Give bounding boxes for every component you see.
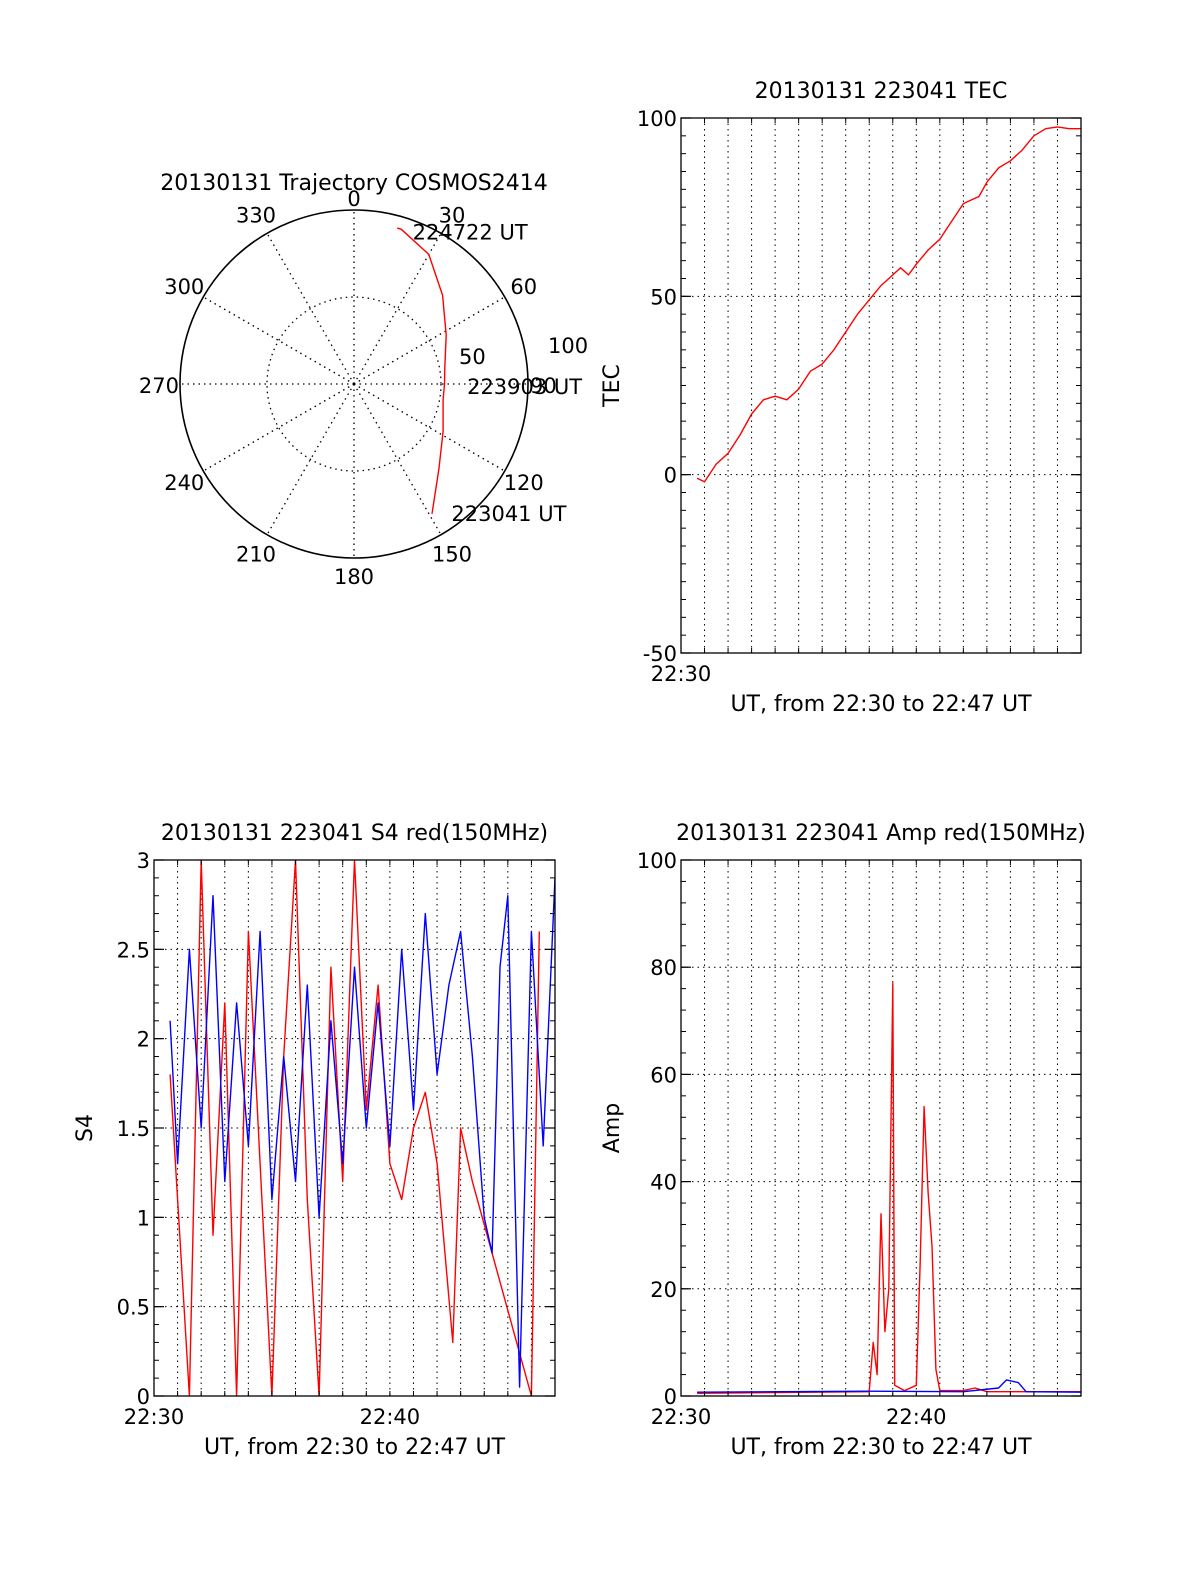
angle-tick-label: 270 [139, 374, 179, 398]
series-line [169, 877, 555, 1388]
y-tick-label: 1 [137, 1206, 150, 1230]
trajectory-time-label: 224722 UT [413, 220, 528, 244]
angle-tick-label: 0 [347, 187, 360, 211]
outer-ring [179, 209, 529, 559]
radial-tick-label: 100 [548, 334, 588, 358]
y-tick-label: -50 [643, 642, 677, 666]
y-tick-label: 60 [650, 1063, 677, 1087]
y-tick-label: 0 [137, 1385, 150, 1409]
angle-tick-label: 180 [334, 565, 374, 589]
x-tick-label: 22:40 [360, 1405, 421, 1429]
x-axis-label: UT, from 22:30 to 22:47 UT [730, 692, 1032, 717]
grid-spoke [266, 383, 355, 536]
series-line [169, 860, 540, 1396]
plot-frame [680, 859, 1082, 1397]
chart-title: 20130131 223041 Amp red(150MHz) [676, 821, 1086, 846]
y-tick-label: 100 [637, 107, 677, 131]
angle-tick-label: 30 [439, 203, 466, 227]
y-axis-label: S4 [73, 1114, 98, 1142]
y-tick-label: 3 [137, 849, 150, 873]
chart-title: 20130131 223041 TEC [755, 79, 1008, 104]
x-tick-label: 22:30 [651, 1405, 712, 1429]
series-line [697, 1379, 1081, 1393]
chart-title: 20130131 Trajectory COSMOS2414 [160, 171, 547, 196]
series-group [169, 860, 555, 1396]
y-tick-label: 0 [664, 464, 677, 488]
x-tick-label: 22:40 [886, 1405, 947, 1429]
y-tick-label: 0 [664, 1385, 677, 1409]
y-tick-label: 2 [137, 1028, 150, 1052]
y-tick-label: 2.5 [117, 938, 150, 962]
series-group [696, 126, 1081, 483]
x-tick-label: 22:30 [651, 662, 712, 686]
angle-tick-label: 210 [236, 543, 276, 567]
y-tick-label: 50 [650, 285, 677, 309]
plot-frame [680, 117, 1082, 654]
trajectory-line [397, 227, 447, 514]
grid-spoke [266, 232, 355, 385]
grid-spoke [202, 296, 355, 385]
y-tick-label: 40 [650, 1171, 677, 1195]
series-group [697, 982, 1081, 1394]
angle-tick-label: 90 [530, 374, 557, 398]
chart-title: 20130131 223041 S4 red(150MHz) [161, 821, 548, 846]
s4-chart: 0 0.5 1 1.5 2 2.5 3 22:30 22:40 20130131 223041 S… [73, 821, 556, 1460]
x-axis-label: UT, from 22:30 to 22:47 UT [730, 1435, 1032, 1460]
angle-tick-label: 240 [164, 471, 204, 495]
y-tick-label: 100 [637, 849, 677, 873]
y-tick-label: 80 [650, 956, 677, 980]
trajectory-time-label: 223903 UT [467, 375, 582, 399]
grid-ring [266, 296, 442, 472]
radial-tick-label: 50 [459, 345, 486, 369]
grid-spoke [353, 232, 442, 385]
angle-tick-label: 330 [236, 203, 276, 227]
angle-tick-label: 120 [504, 471, 544, 495]
series-line [696, 126, 1081, 483]
y-tick-label: 0.5 [117, 1296, 150, 1320]
grid-spoke [353, 383, 506, 472]
series-line [697, 982, 1081, 1394]
x-tick-label: 22:30 [124, 1405, 185, 1429]
grid-spoke [202, 383, 355, 472]
y-tick-label: 1.5 [117, 1117, 150, 1141]
y-tick-label: 20 [650, 1278, 677, 1302]
angle-tick-label: 150 [432, 543, 472, 567]
angle-tick-label: 300 [164, 275, 204, 299]
trajectory-time-label: 223041 UT [451, 502, 566, 526]
y-axis-label: Amp [600, 1103, 625, 1153]
grid-spoke [353, 383, 442, 536]
amp-chart: 0 20 40 60 80 100 22:30 22:40 20130131 223041 Am… [600, 821, 1086, 1460]
tec-chart: -50 0 50 100 22:30 20130131 223041 TEC UT, fro… [600, 79, 1082, 717]
y-axis-label: TEC [600, 364, 625, 408]
x-axis-label: UT, from 22:30 to 22:47 UT [204, 1435, 506, 1460]
angle-tick-label: 60 [510, 275, 537, 299]
grid-spoke [353, 296, 506, 385]
